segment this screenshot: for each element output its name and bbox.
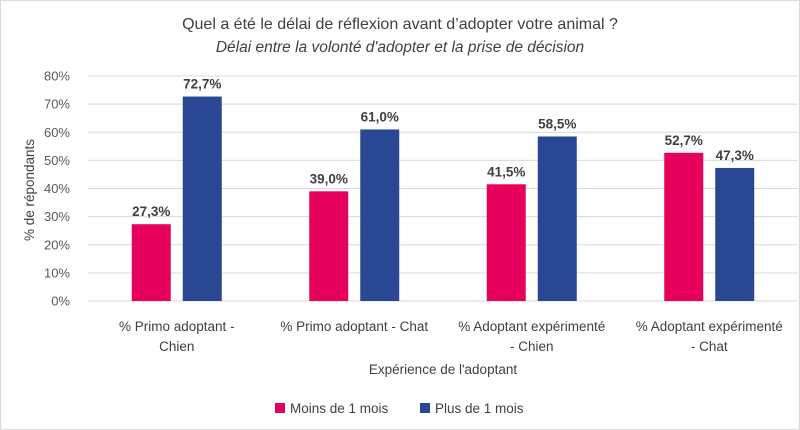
data-label: 72,7%: [183, 77, 221, 92]
data-label: 27,3%: [132, 204, 170, 219]
y-tick-label: 0%: [51, 294, 70, 309]
bar: [360, 129, 400, 301]
x-axis-categories: % Primo adoptant -Chien % Primo adoptant …: [119, 319, 783, 354]
bar: [664, 152, 704, 301]
bar: [131, 224, 171, 301]
chart-title: Quel a été le délai de réflexion avant d…: [182, 16, 618, 33]
x-category-label: % Primo adoptant -Chien: [119, 319, 235, 354]
chart-subtitle: Délai entre la volonté d'adopter et la p…: [216, 39, 584, 56]
y-axis-title: % de répondants: [22, 139, 37, 241]
bar: [309, 191, 349, 301]
y-tick-label: 40%: [44, 181, 70, 196]
y-tick-label: 30%: [44, 209, 70, 224]
data-label: 39,0%: [310, 171, 348, 186]
bars: 27,3% 72,7% 39,0% 61,0% 41,5% 58,5% 52,7% 47,3%: [131, 77, 755, 301]
legend-swatch: [420, 403, 430, 413]
bar: [182, 96, 222, 301]
x-category-label: % Primo adoptant - Chat: [280, 319, 428, 334]
y-tick-label: 50%: [44, 153, 70, 168]
legend-label: Plus de 1 mois: [435, 401, 524, 416]
data-label: 52,7%: [665, 133, 703, 148]
bar: [715, 167, 755, 301]
bar: [486, 184, 526, 301]
x-category-label: % Adoptant expérimenté - Chat: [636, 319, 783, 354]
y-tick-label: 80%: [44, 69, 70, 84]
y-tick-label: 20%: [44, 237, 70, 252]
x-category-label: % Adoptant expérimenté - Chien: [458, 319, 605, 354]
y-tick-label: 60%: [44, 125, 70, 140]
data-label: 58,5%: [538, 116, 576, 131]
legend-label: Moins de 1 mois: [290, 401, 389, 416]
data-label: 47,3%: [716, 148, 754, 163]
data-label: 61,0%: [361, 109, 399, 124]
bar: [537, 136, 577, 301]
y-axis-ticks: 0% 10% 20% 30% 40% 50% 60% 70% 80%: [44, 69, 70, 309]
legend: Moins de 1 mois Plus de 1 mois: [275, 401, 524, 416]
y-tick-label: 10%: [44, 265, 70, 280]
data-label: 41,5%: [487, 164, 525, 179]
legend-swatch: [275, 403, 285, 413]
x-axis-title: Expérience de l'adoptant: [369, 362, 517, 377]
y-tick-label: 70%: [44, 97, 70, 112]
